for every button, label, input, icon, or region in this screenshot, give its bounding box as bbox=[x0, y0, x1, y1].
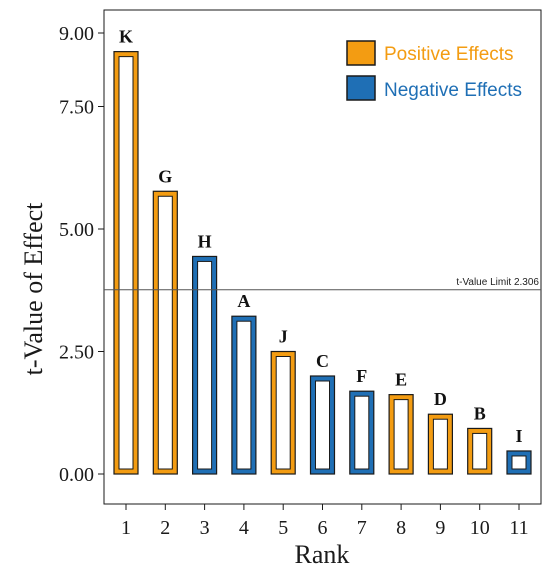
bar-letter-label: H bbox=[198, 231, 212, 251]
bar-inner bbox=[197, 260, 213, 470]
bar-inner bbox=[472, 432, 488, 470]
legend-negative-swatch bbox=[346, 75, 376, 101]
bar-D bbox=[427, 413, 453, 475]
bar-A bbox=[231, 315, 257, 475]
bar-letter-label: J bbox=[279, 327, 288, 347]
bar-labels-group: K G H A J C F E D B I bbox=[119, 27, 523, 446]
bar-inner bbox=[393, 399, 409, 470]
bar-J bbox=[270, 350, 296, 475]
t-value-limit-label: t-Value Limit 2.306 bbox=[456, 277, 539, 288]
legend: Positive Effects Negative Effects bbox=[346, 40, 522, 101]
bar-E bbox=[388, 394, 414, 475]
bar-letter-label: C bbox=[316, 351, 329, 371]
x-tick-label: 3 bbox=[200, 517, 210, 539]
bar-I bbox=[506, 450, 532, 475]
legend-positive-swatch bbox=[346, 40, 376, 66]
x-tick-label: 10 bbox=[470, 517, 490, 539]
bar-letter-label: I bbox=[515, 426, 522, 446]
y-tick-label: 5.00 bbox=[59, 219, 94, 241]
x-tick-label: 4 bbox=[239, 517, 249, 539]
bar-inner bbox=[432, 418, 448, 470]
bar-inner bbox=[118, 56, 134, 470]
bar-letter-label: A bbox=[237, 291, 250, 311]
bar-inner bbox=[236, 320, 252, 470]
x-tick-label: 7 bbox=[357, 517, 367, 539]
bar-C bbox=[309, 375, 336, 475]
bar-letter-label: F bbox=[356, 366, 367, 386]
y-axis-title: t-Value of Effect bbox=[19, 202, 48, 376]
x-axis: 1 2 3 4 5 6 7 8 9 10 11 bbox=[121, 504, 529, 539]
bar-H bbox=[192, 255, 218, 475]
x-tick-label: 9 bbox=[435, 517, 445, 539]
bar-letter-label: E bbox=[395, 370, 407, 390]
x-tick-label: 5 bbox=[278, 517, 288, 539]
bar-inner bbox=[315, 380, 330, 470]
bar-letter-label: D bbox=[434, 389, 447, 409]
bars-group bbox=[113, 51, 532, 475]
legend-positive-label: Positive Effects bbox=[384, 44, 514, 65]
bar-letter-label: B bbox=[474, 403, 486, 423]
bar-B bbox=[467, 427, 493, 475]
x-axis-title: Rank bbox=[295, 540, 350, 569]
x-tick-label: 6 bbox=[318, 517, 328, 539]
bar-inner bbox=[354, 395, 370, 470]
x-tick-label: 2 bbox=[160, 517, 170, 539]
y-tick-label: 0.00 bbox=[59, 464, 94, 486]
x-tick-label: 8 bbox=[396, 517, 406, 539]
x-tick-label: 11 bbox=[509, 517, 528, 539]
bar-inner bbox=[275, 356, 291, 470]
bar-G bbox=[152, 190, 178, 475]
y-tick-label: 9.00 bbox=[59, 23, 94, 45]
x-tick-label: 1 bbox=[121, 517, 131, 539]
legend-negative-label: Negative Effects bbox=[384, 80, 522, 101]
y-axis: 0.00 2.50 5.00 7.50 9.00 bbox=[59, 23, 104, 486]
bar-F bbox=[349, 390, 375, 475]
bar-inner bbox=[157, 195, 173, 470]
bar-letter-label: K bbox=[119, 27, 133, 47]
bar-letter-label: G bbox=[158, 166, 172, 186]
bar-K bbox=[113, 51, 139, 475]
bar-inner bbox=[511, 455, 527, 470]
y-tick-label: 7.50 bbox=[59, 97, 94, 119]
y-tick-label: 2.50 bbox=[59, 342, 94, 364]
